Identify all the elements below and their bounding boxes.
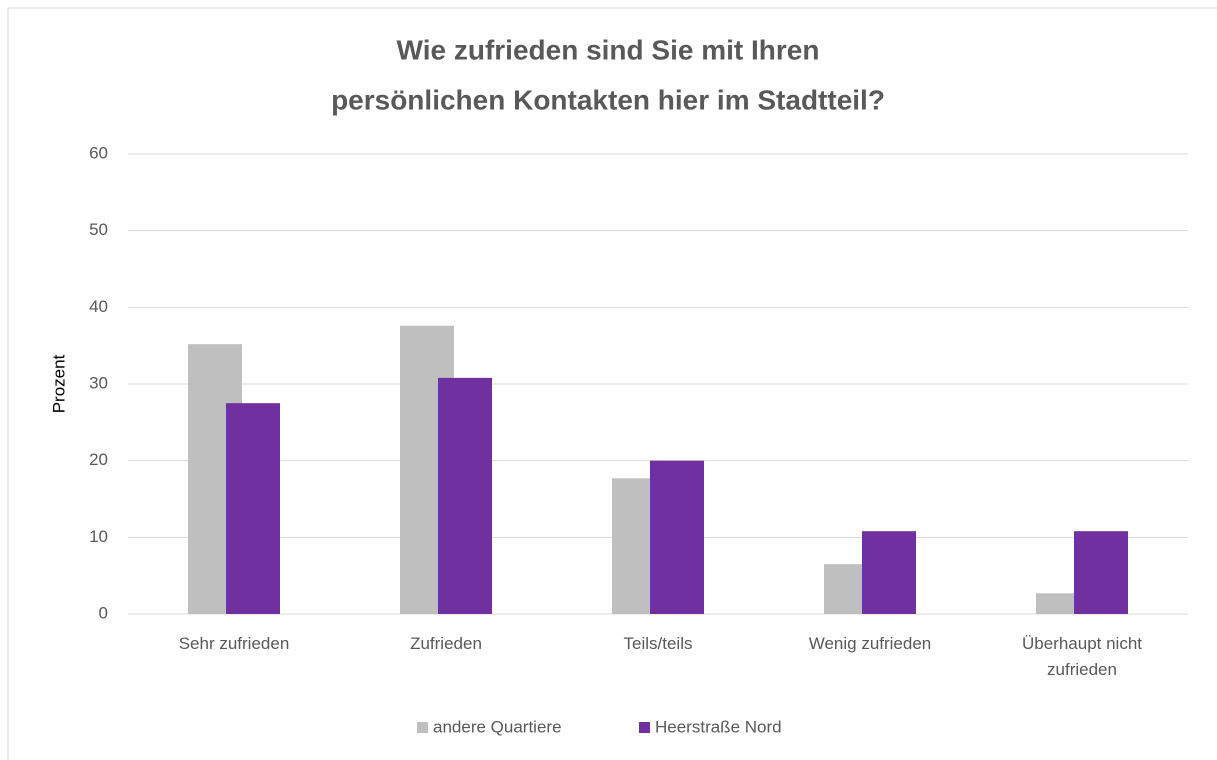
legend-label: Heerstraße Nord (655, 717, 782, 736)
x-tick-label: Überhaupt nicht zufrieden (1021, 634, 1143, 679)
bar (862, 531, 916, 614)
y-tick-label: 60 (89, 143, 108, 162)
x-tick-label: Zufrieden (410, 634, 482, 653)
bar (226, 403, 280, 614)
x-tick-label: Wenig zufrieden (808, 634, 932, 653)
bar (1074, 531, 1128, 614)
y-tick-label: 10 (89, 527, 108, 546)
chart-title: persönlichen Kontakten hier im Stadtteil… (331, 84, 885, 115)
y-tick-label: 50 (89, 220, 108, 239)
legend-label: andere Quartiere (433, 717, 562, 736)
y-tick-label: 40 (89, 297, 108, 316)
legend-swatch (417, 722, 428, 733)
y-tick-label: 0 (99, 603, 108, 622)
bar (650, 460, 704, 614)
chart-title: Wie zufrieden sind Sie mit Ihren (397, 34, 820, 65)
y-tick-label: 30 (89, 373, 108, 392)
x-tick-label: Sehr zufrieden (178, 634, 290, 653)
chart-border (7, 7, 1217, 760)
y-axis-label: Prozent (49, 354, 68, 413)
y-tick-label: 20 (89, 450, 108, 469)
x-tick-label: Teils/teils (623, 634, 693, 653)
legend-swatch (639, 722, 650, 733)
bar (438, 377, 492, 614)
